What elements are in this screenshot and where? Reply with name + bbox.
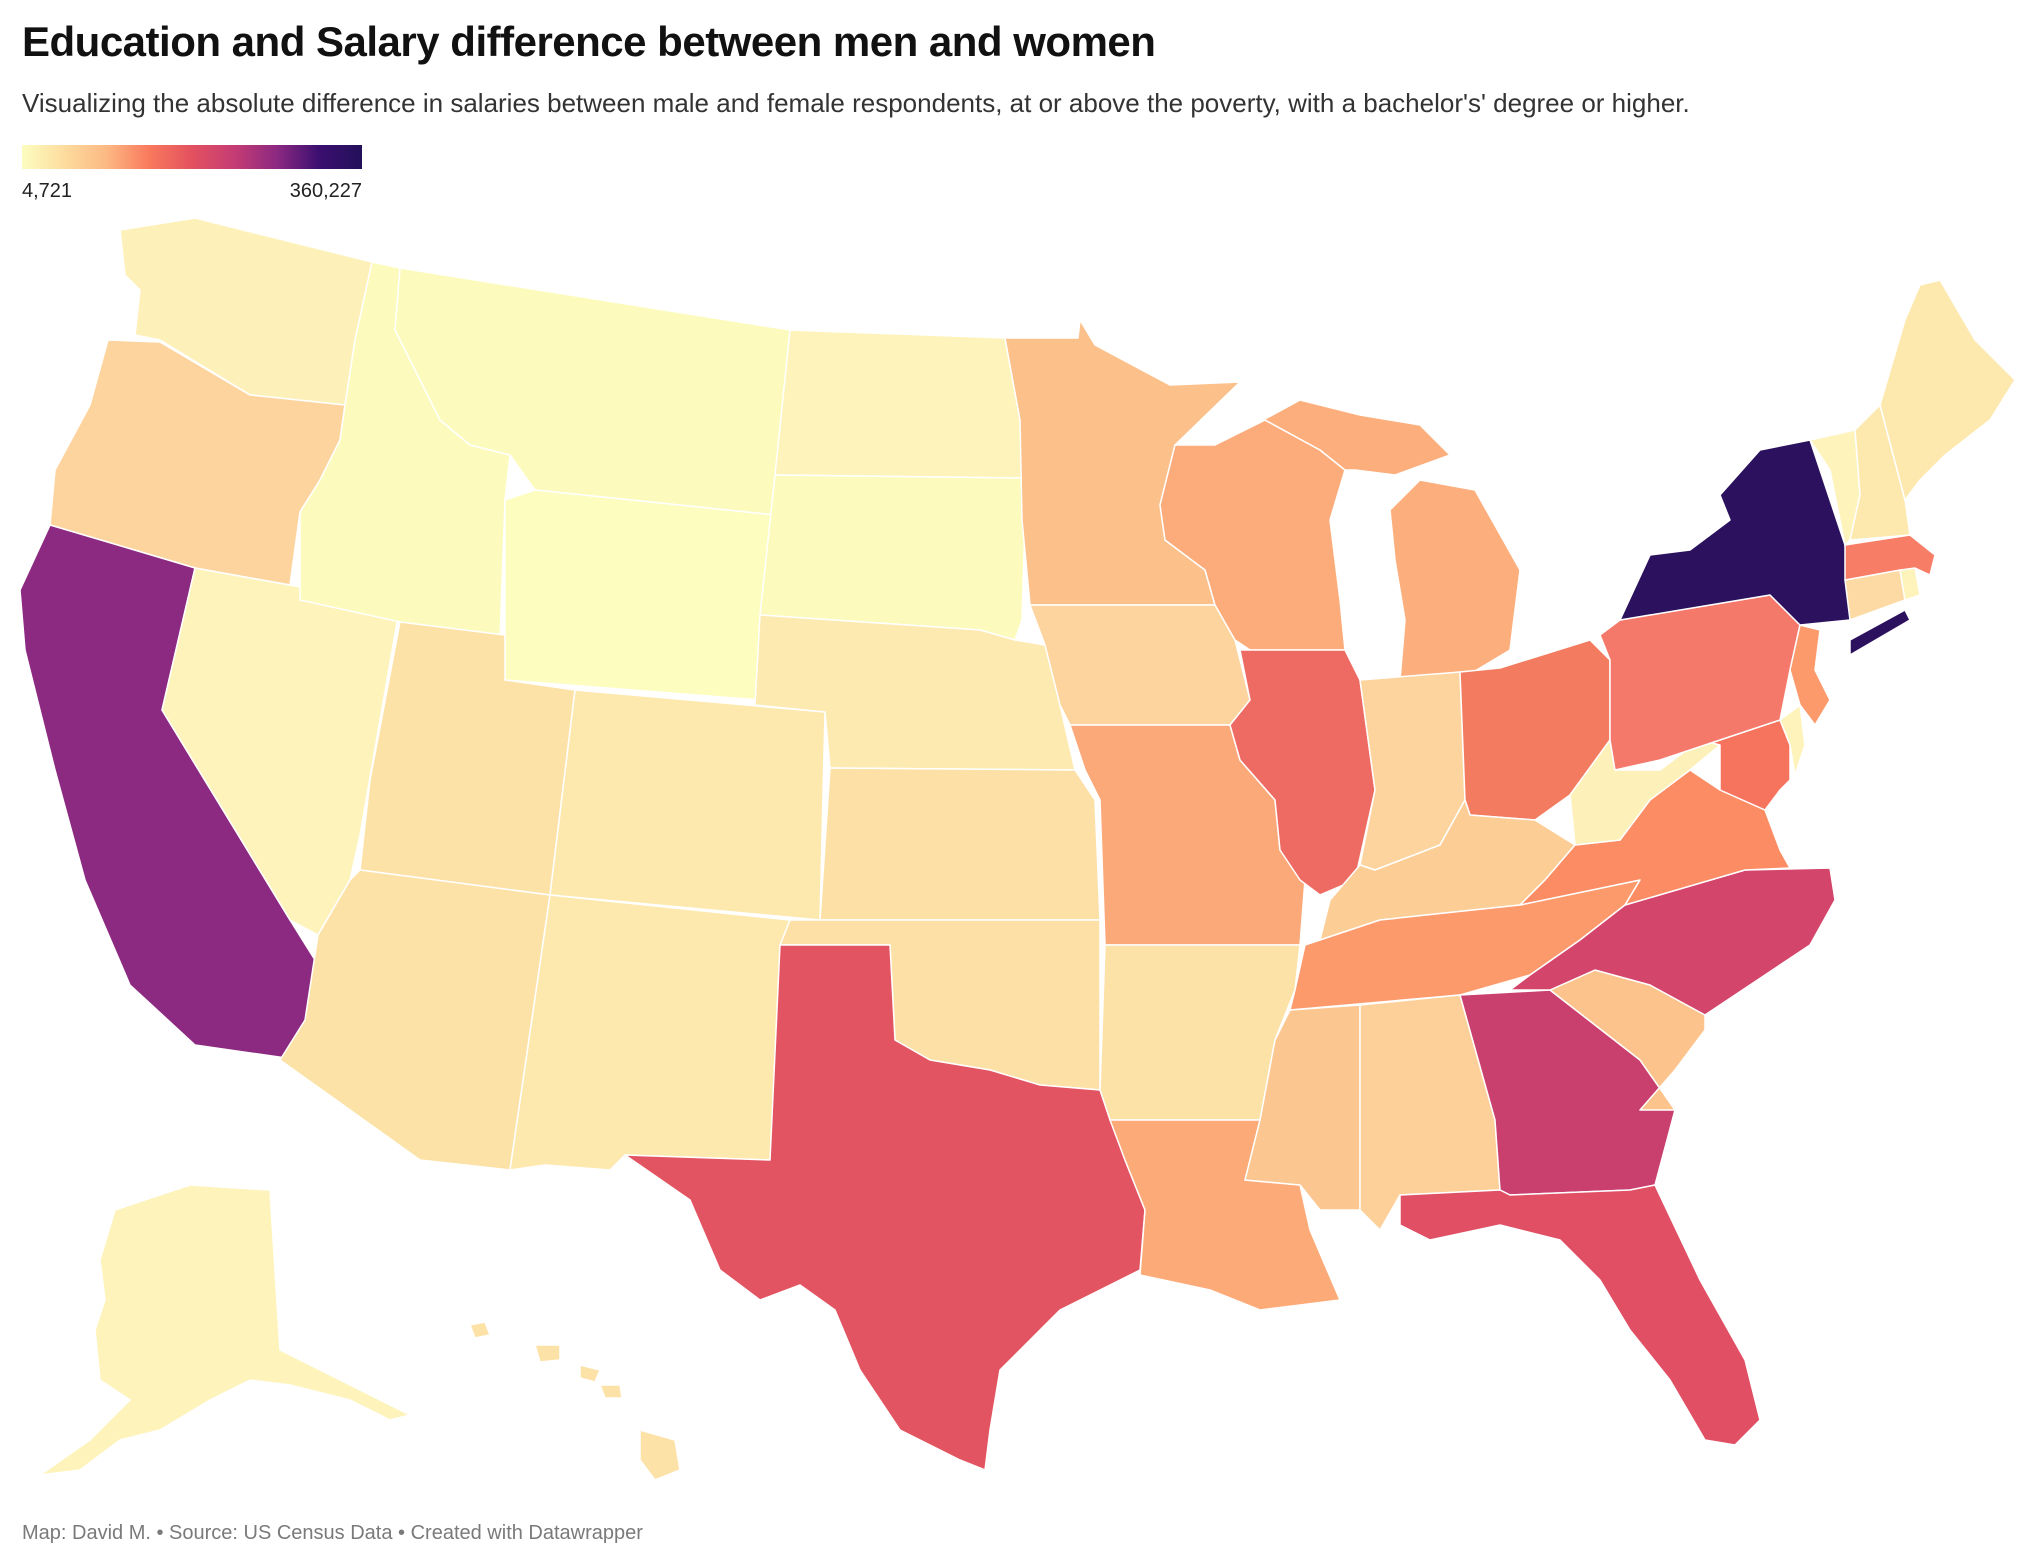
state-massachusetts[interactable]: Massachusetts: [1844, 534, 1936, 581]
state-wyoming[interactable]: Wyoming: [504, 489, 776, 701]
chart-title: Education and Salary difference between …: [22, 18, 1156, 65]
legend-max-label: 360,227: [289, 180, 362, 202]
state-south-dakota[interactable]: South Dakota: [759, 474, 1026, 641]
state-colorado[interactable]: Colorado: [549, 689, 826, 921]
state-new-mexico[interactable]: New Mexico: [509, 894, 791, 1171]
state-delaware[interactable]: Delaware: [1779, 704, 1806, 776]
state-florida[interactable]: Florida: [1399, 1184, 1761, 1446]
state-michigan[interactable]: Michigan: [1244, 399, 1521, 681]
state-kansas[interactable]: Kansas: [819, 767, 1101, 921]
state-iowa[interactable]: Iowa: [1029, 604, 1251, 726]
state-maine[interactable]: Maine: [1879, 279, 2016, 501]
us-choropleth-map: Washington Oregon California Nevada Idah…: [19, 217, 2016, 1481]
state-texas[interactable]: Texas: [624, 944, 1146, 1471]
legend-gradient-bar: [22, 145, 362, 169]
state-hawaii[interactable]: Hawaii: [469, 1321, 681, 1481]
color-legend: 4,721 360,227: [22, 145, 362, 204]
legend-gradient-rect: [22, 145, 362, 169]
state-nebraska[interactable]: Nebraska: [754, 614, 1076, 771]
state-mississippi[interactable]: Mississippi: [1244, 1004, 1361, 1211]
legend-min-label: 4,721: [22, 180, 73, 202]
chart-footer: Map: David M. • Source: US Census Data •…: [22, 1522, 643, 1544]
state-new-jersey[interactable]: New Jersey: [1789, 624, 1831, 726]
chart-subtitle: Visualizing the absolute difference in s…: [22, 88, 1690, 118]
state-north-dakota[interactable]: North Dakota: [774, 329, 1023, 479]
state-alaska[interactable]: Alaska: [39, 1184, 411, 1476]
